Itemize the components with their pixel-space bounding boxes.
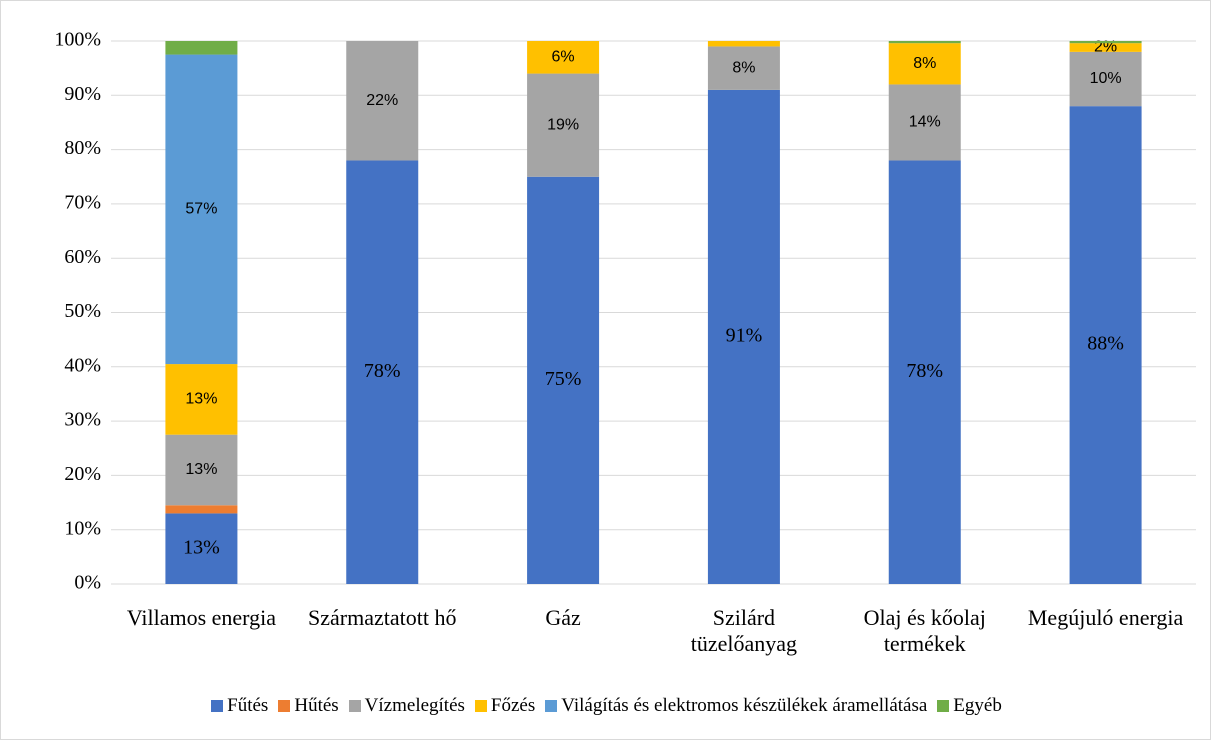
x-tick-label: Villamos energia: [126, 605, 276, 630]
x-tick-label: Szilárd tüzelőanyag: [690, 605, 798, 656]
data-label: 22%: [366, 92, 398, 109]
data-label: 14%: [909, 114, 941, 131]
data-label: 78%: [364, 360, 401, 382]
data-label: 8%: [732, 59, 755, 76]
legend-swatch: [278, 700, 291, 712]
bar-segment: [527, 176, 600, 584]
bar-segment: [1069, 51, 1142, 107]
bar-segment: [1069, 106, 1142, 584]
data-label: 13%: [185, 391, 217, 408]
data-label: 13%: [185, 461, 217, 478]
data-label: 6%: [552, 49, 575, 66]
y-tick-label: 20%: [64, 463, 101, 485]
legend-item: Főzés: [474, 695, 536, 717]
data-label: 13%: [183, 536, 220, 558]
bar-segment: [888, 43, 961, 85]
legend: Fűtés Hűtés Vízmelegítés Főzés Világítás és …: [1, 695, 1210, 717]
legend-item: Vízmelegítés: [348, 695, 465, 717]
legend-swatch: [211, 700, 224, 712]
bar-segment: [346, 41, 419, 161]
x-tick-label: Olaj és kőolaj termékek: [863, 605, 986, 656]
y-tick-label: 80%: [64, 137, 101, 159]
data-label: 91%: [726, 325, 763, 347]
legend-swatch: [545, 700, 558, 712]
y-tick-label: 100%: [54, 29, 101, 51]
bar-segment: [527, 73, 600, 177]
bar-segment: [165, 54, 238, 365]
legend-label: Fűtés: [227, 695, 269, 716]
data-label: 75%: [545, 368, 582, 390]
legend-item: Hűtés: [278, 695, 339, 717]
data-label: 19%: [547, 116, 579, 133]
legend-item: Fűtés: [211, 695, 268, 717]
legend-swatch: [937, 700, 950, 712]
legend-swatch: [348, 700, 361, 712]
bar-segment: [707, 41, 780, 47]
bar-segment: [346, 160, 419, 584]
y-tick-label: 30%: [64, 409, 101, 431]
data-label: 10%: [1090, 70, 1122, 87]
bar-segment: [165, 41, 238, 55]
bar-segment: [527, 41, 600, 74]
bar-segment: [165, 434, 238, 506]
data-label: 57%: [185, 201, 217, 218]
legend-label: Egyéb: [953, 695, 1002, 716]
legend-item: Egyéb: [937, 695, 1002, 717]
x-tick-label: Származtatott hő: [308, 605, 457, 630]
y-tick-label: 10%: [64, 517, 101, 539]
legend-label: Világítás és elektromos készülékek árame…: [561, 695, 928, 716]
legend-label: Főzés: [490, 695, 536, 716]
y-tick-label: 0%: [74, 572, 101, 594]
bar-segment: [888, 84, 961, 161]
bar-segment: [165, 513, 238, 584]
bar-segment: [707, 89, 780, 585]
legend-swatch: [474, 700, 487, 712]
bar-segment: [1069, 41, 1142, 44]
x-tick-label: Megújuló energia: [1027, 605, 1184, 630]
legend-label: Hűtés: [294, 695, 339, 716]
y-tick-label: 40%: [64, 354, 101, 376]
y-tick-label: 50%: [64, 300, 101, 322]
x-tick-label: Gáz: [545, 605, 581, 630]
bar-segment: [165, 505, 238, 514]
y-tick-label: 60%: [64, 246, 101, 268]
legend-label: Vízmelegítés: [364, 695, 465, 716]
bar-segment: [707, 46, 780, 90]
bar-segment: [888, 160, 961, 584]
bar-segment: [888, 41, 961, 44]
legend-item: Világítás és elektromos készülékek árame…: [545, 695, 927, 717]
data-label: 8%: [913, 55, 936, 72]
bar-segment: [165, 364, 238, 435]
y-tick-label: 90%: [64, 83, 101, 105]
data-label: 78%: [906, 360, 943, 382]
bar-segment: [1069, 43, 1142, 52]
y-tick-label: 70%: [64, 191, 101, 213]
data-label: 88%: [1087, 333, 1124, 355]
